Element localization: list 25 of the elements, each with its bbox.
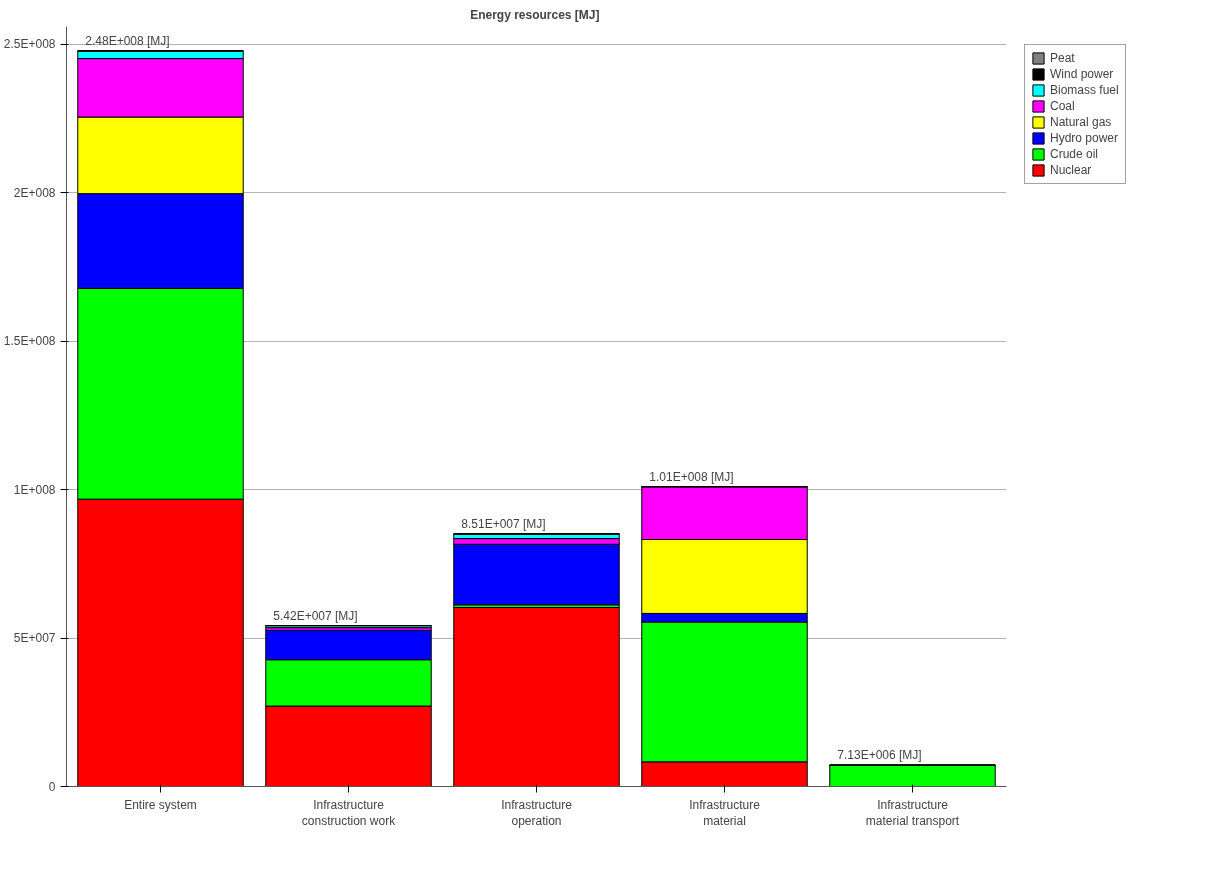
legend-label: Hydro power [1050,131,1119,145]
total-label: 5.42E+007 [MJ] [273,608,358,623]
legend-label: Nuclear [1050,163,1092,177]
y-tick-label: 0 [48,779,56,794]
legend-label: Natural gas [1050,115,1112,129]
x-tick-label: Infrastructure material [689,797,761,829]
x-tick-label: Infrastructure construction work [301,797,397,829]
legend-label: Coal [1050,99,1075,113]
x-tick-label: Infrastructure material transport [865,797,960,829]
total-label: 7.13E+006 [MJ] [837,748,922,763]
y-tick-label: 2E+008 [13,185,56,200]
total-label: 8.51E+007 [MJ] [461,516,546,531]
chart-title: Energy resources [MJ] [470,7,600,22]
legend-label: Biomass fuel [1050,83,1119,97]
total-label: 1.01E+008 [MJ] [649,469,734,484]
legend-label: Wind power [1050,67,1114,81]
y-tick-label: 2.5E+008 [3,37,56,52]
y-tick-label: 5E+007 [13,631,56,646]
x-tick-label: Infrastructure operation [501,797,573,829]
y-tick-label: 1E+008 [13,482,56,497]
x-tick-label: Entire system [124,797,197,812]
y-tick-label: 1.5E+008 [3,334,56,349]
legend-label: Crude oil [1050,147,1099,161]
legend-label: Peat [1050,51,1075,65]
total-label: 2.48E+008 [MJ] [85,33,170,48]
